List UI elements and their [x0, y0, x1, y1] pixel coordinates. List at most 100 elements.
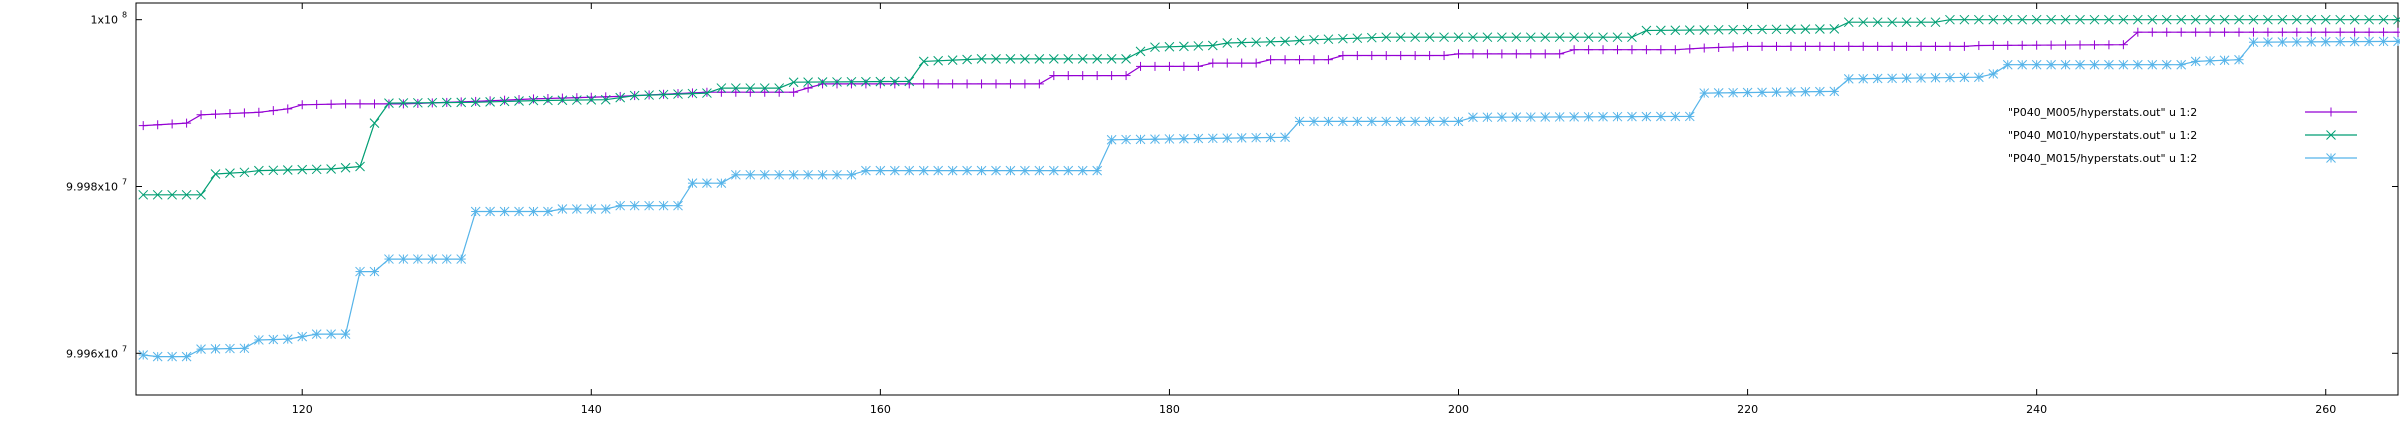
data-point [1294, 35, 1305, 46]
data-point [702, 178, 712, 189]
data-point [1251, 37, 1262, 48]
data-point [687, 178, 698, 189]
data-point [1656, 111, 1666, 122]
data-point [1381, 116, 1392, 127]
data-point [1612, 32, 1623, 43]
data-point [427, 97, 438, 108]
data-point [644, 200, 654, 211]
data-point [2364, 36, 2374, 47]
data-point [297, 100, 307, 110]
data-point [1959, 14, 1970, 25]
data-point [1295, 55, 1305, 65]
data-point [1150, 61, 1160, 71]
data-point [1685, 44, 1695, 54]
data-point [1107, 71, 1117, 81]
data-point [716, 83, 727, 93]
data-point [586, 95, 597, 105]
data-point [1005, 165, 1016, 176]
data-point [1627, 45, 1637, 55]
data-point [2046, 40, 2056, 50]
data-point [543, 93, 553, 103]
data-point [152, 351, 163, 362]
data-point [282, 334, 293, 344]
data-point [1800, 41, 1810, 51]
data-point [1699, 25, 1710, 35]
data-point [2118, 59, 2129, 70]
data-point [2291, 37, 2302, 47]
data-point [152, 189, 163, 200]
data-point [948, 79, 958, 89]
data-point [1872, 17, 1883, 28]
data-point [499, 206, 510, 217]
data-point [1800, 24, 1811, 34]
data-point [1656, 25, 1666, 36]
data-point [1945, 41, 1955, 51]
data-point [312, 99, 322, 109]
data-point [1945, 72, 1955, 83]
data-point [1930, 17, 1941, 28]
data-point [528, 94, 538, 104]
data-point [1627, 32, 1637, 43]
data-point [745, 169, 756, 180]
data-point [2147, 59, 2158, 70]
data-point [2031, 14, 2042, 25]
data-point [1106, 54, 1117, 64]
data-point [1555, 49, 1565, 59]
data-point [1092, 165, 1103, 176]
data-point [456, 97, 467, 108]
data-point [673, 200, 683, 211]
data-point [470, 206, 481, 217]
data-point [1757, 24, 1767, 35]
data-point [471, 96, 481, 106]
data-point [2393, 27, 2400, 37]
data-point [1193, 133, 1204, 144]
data-point [1381, 32, 1392, 43]
data-point [760, 87, 770, 97]
data-point [615, 92, 626, 103]
data-point [384, 98, 394, 108]
data-point [1063, 165, 1074, 176]
data-point [210, 109, 220, 119]
data-point [1425, 51, 1435, 61]
data-point [1150, 42, 1160, 53]
data-point [2306, 14, 2317, 25]
data-point [977, 79, 987, 89]
data-point [1468, 112, 1478, 123]
data-point [441, 97, 452, 108]
data-point [1843, 17, 1854, 28]
data-point [991, 54, 1001, 64]
data-point [1930, 72, 1941, 83]
data-point [1858, 17, 1869, 28]
data-point [1453, 116, 1464, 127]
data-point [1829, 24, 1840, 34]
data-point [557, 204, 568, 214]
data-point [1540, 49, 1550, 59]
data-point [398, 99, 408, 109]
data-point [600, 204, 611, 214]
data-point [1728, 42, 1738, 52]
data-point [1902, 41, 1912, 51]
data-point [1583, 111, 1594, 122]
data-point [1454, 49, 1464, 59]
data-point [947, 55, 958, 65]
data-point [2234, 54, 2244, 65]
data-point [904, 165, 915, 176]
legend: "P040_M005/hyperstats.out" u 1:2 "P040_M0… [2008, 106, 2357, 165]
data-point [832, 79, 842, 89]
data-point [2364, 27, 2374, 37]
data-point [1598, 111, 1608, 122]
data-point [1916, 41, 1926, 51]
data-point [514, 95, 524, 105]
data-point [1439, 51, 1449, 61]
data-point [470, 97, 481, 108]
data-point [1424, 32, 1435, 43]
data-point [326, 329, 336, 339]
data-point [1092, 71, 1102, 81]
data-point [326, 164, 336, 174]
data-point [1757, 87, 1767, 98]
data-point [500, 95, 510, 105]
data-point [1294, 116, 1305, 127]
data-point [1136, 61, 1146, 71]
data-point [1973, 72, 1984, 83]
data-point [297, 331, 308, 342]
